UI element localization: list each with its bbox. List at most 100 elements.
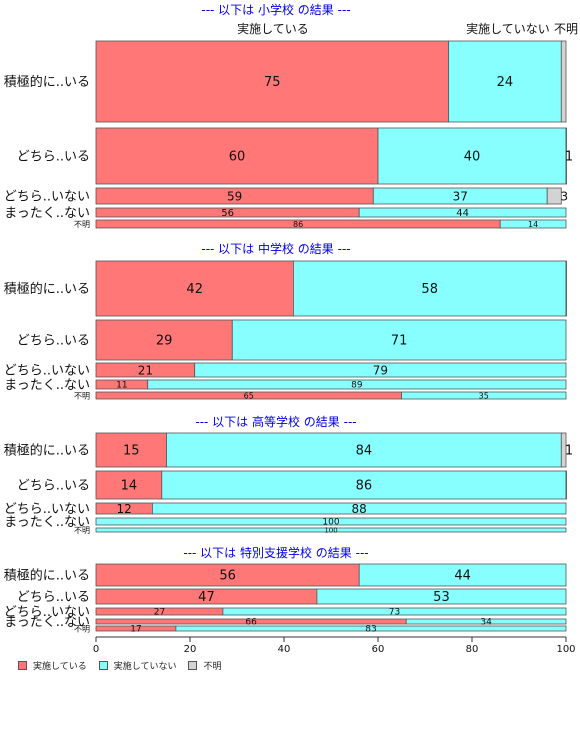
panel-title: --- 以下は 小学校 の結果 --- [201, 2, 350, 17]
bar-segment [147, 379, 567, 390]
row-label: どちら..いる [17, 334, 90, 349]
data-label: 47 [198, 590, 215, 605]
bar-segment [405, 618, 567, 625]
bar-segment [401, 391, 567, 400]
data-label: 21 [138, 363, 153, 377]
row-label: どちら..いない [4, 605, 90, 620]
data-label: 100 [324, 527, 337, 535]
x-tick-label: 100 [556, 644, 575, 655]
data-label: 24 [497, 75, 514, 90]
bar-segment [231, 319, 567, 361]
row-label: どちら..いない [4, 190, 90, 205]
bar-segment [499, 219, 567, 229]
data-label: 12 [117, 502, 132, 516]
data-label: 42 [186, 282, 203, 297]
data-label: 14 [528, 220, 538, 229]
row-label: 積極的に..いる [4, 281, 90, 297]
bar-segment [358, 207, 567, 218]
row-label: まったく..ない [4, 378, 90, 393]
bar-segment [95, 470, 163, 500]
data-label: 56 [219, 569, 236, 584]
row-label: どちら..いる [17, 150, 90, 165]
data-label: 100 [322, 518, 339, 528]
x-tick-label: 40 [278, 644, 291, 655]
bar-segment [95, 319, 233, 361]
bar-segment [95, 517, 567, 526]
bar-segment [166, 432, 562, 468]
bar-segment [560, 432, 567, 468]
row-label: どちら..いる [17, 590, 90, 605]
data-label: 3 [560, 189, 568, 203]
bar-segment [222, 607, 567, 616]
row-label: 不明 [74, 220, 90, 229]
bar-segment [95, 127, 379, 185]
bar-segment [448, 40, 562, 123]
bar-segment [175, 625, 567, 632]
bar-segment [194, 362, 567, 378]
panel-title: --- 以下は 特別支援学校 の結果 --- [183, 545, 368, 560]
panel-title: --- 以下は 高等学校 の結果 --- [195, 414, 356, 429]
data-label: 59 [227, 189, 242, 203]
column-header-implemented: 実施している [237, 21, 309, 36]
data-label: 1 [565, 444, 573, 459]
bar-segment [95, 260, 294, 317]
legend-swatch-implemented [18, 661, 27, 670]
data-label: 44 [454, 569, 471, 584]
row-label: 不明 [74, 391, 90, 400]
data-label: 44 [456, 208, 469, 219]
row-label: まったく..ない [4, 206, 90, 221]
data-label: 53 [433, 590, 450, 605]
bar-segment [565, 127, 567, 185]
data-label: 75 [264, 75, 281, 90]
bar-segment [95, 527, 567, 533]
legend-item-unknown: 不明 [188, 659, 221, 672]
row-label: どちら..いない [4, 364, 90, 379]
data-label: 58 [421, 282, 438, 297]
data-label: 37 [453, 189, 468, 203]
data-label: 88 [352, 502, 367, 516]
row-label: 積極的に..いる [4, 74, 90, 90]
data-label: 71 [391, 334, 408, 349]
bar-segment [316, 588, 567, 605]
data-label: 86 [293, 220, 303, 229]
data-label: 60 [229, 150, 246, 165]
bar-segment [565, 470, 567, 500]
data-label: 11 [116, 381, 127, 391]
bar-segment [151, 502, 567, 515]
row-label: 不明 [74, 624, 90, 633]
legend-item-implemented: 実施している [18, 659, 87, 672]
bar-segment [560, 40, 567, 123]
row-label: まったく..ない [4, 515, 90, 530]
bar-segment [292, 260, 567, 317]
data-label: 15 [123, 444, 140, 459]
x-tick-label: 0 [93, 644, 99, 655]
row-label: 不明 [74, 526, 90, 535]
legend-item-not-implemented: 実施していない [98, 659, 177, 672]
data-label: 17 [130, 625, 141, 635]
legend-label-not-implemented: 実施していない [113, 662, 177, 672]
bar-segment [565, 260, 567, 317]
data-label: 84 [356, 444, 373, 459]
chart-legend: 実施している 実施していない 不明 [18, 659, 233, 672]
data-label: 89 [351, 381, 363, 391]
data-label: 86 [356, 479, 373, 494]
bar-segment [95, 432, 167, 468]
data-label: 34 [480, 618, 492, 628]
bar-segment [377, 127, 567, 185]
column-header-not-implemented: 実施していない [466, 21, 550, 36]
bar-segment [161, 470, 567, 500]
row-label: まったく..ない [4, 615, 90, 630]
legend-swatch-not-implemented [98, 661, 108, 670]
data-label: 29 [156, 334, 173, 349]
data-label: 56 [221, 208, 234, 219]
row-label: どちら..いる [17, 479, 90, 494]
x-tick-label: 80 [466, 644, 479, 655]
data-label: 65 [244, 391, 254, 400]
data-label: 83 [365, 625, 376, 635]
data-label: 73 [389, 608, 400, 618]
data-label: 27 [154, 608, 165, 618]
bar-segment [546, 187, 562, 205]
panel-title: --- 以下は 中学校 の結果 --- [201, 241, 350, 256]
row-label: 積極的に..いる [4, 443, 90, 459]
